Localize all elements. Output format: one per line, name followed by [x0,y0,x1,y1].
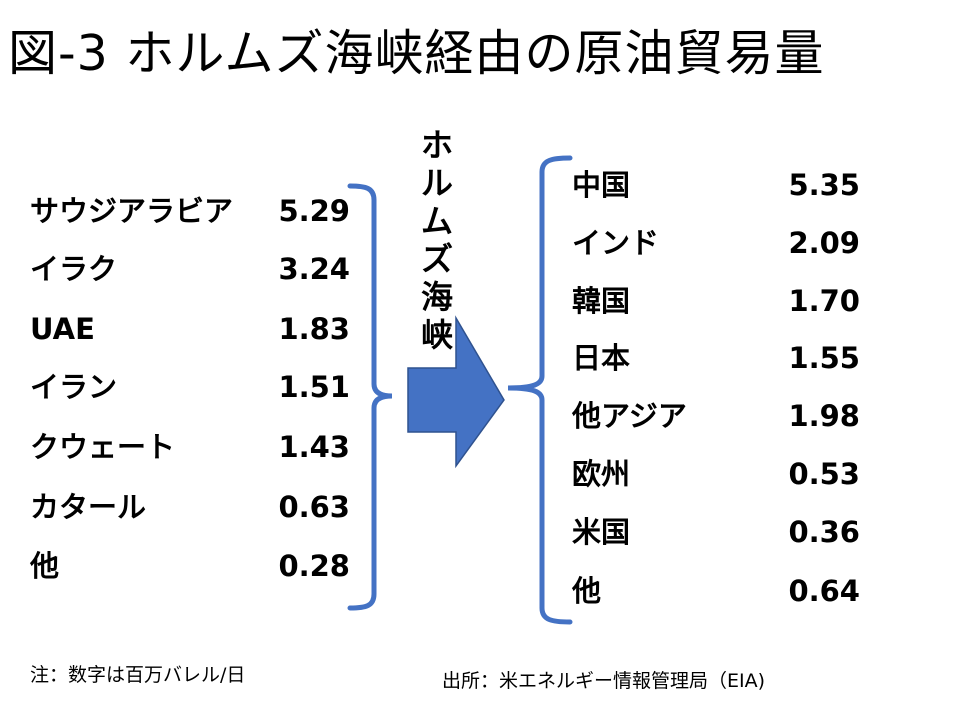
importer-value: 0.64 [788,574,860,608]
source-note: 出所：米エネルギー情報管理局（EIA) [442,670,766,692]
importer-row: 韓国 1.70 [572,281,860,321]
exporter-value: 5.29 [278,194,350,228]
strait-label-char: ム [420,202,453,240]
exporter-row: サウジアラビア 5.29 [30,191,350,231]
exporter-row: UAE 1.83 [30,309,350,349]
importer-value: 1.55 [788,341,860,375]
importer-row: 他アジア 1.98 [572,396,860,436]
exporter-row: イラン 1.51 [30,367,350,407]
exporter-label: クウェート [30,430,176,464]
strait-label-char: ホ [420,126,453,164]
unit-note: 注：数字は百万バレル/日 [30,664,246,686]
importer-label: 韓国 [572,284,631,318]
importer-label: 欧州 [572,457,631,491]
importer-row: 欧州 0.53 [572,454,860,494]
page-title: 図-3 ホルムズ海峡経由の原油貿易量 [8,25,825,82]
left-brace [347,183,393,611]
importer-label: 米国 [572,515,631,549]
importer-label: 他アジア [572,399,687,433]
importer-row: 日本 1.55 [572,338,860,378]
importer-row: 中国 5.35 [572,165,860,205]
strait-label: ホルムズ海峡 [416,126,458,354]
exporter-value: 0.63 [278,490,350,524]
importer-row: 米国 0.36 [572,512,860,552]
strait-label-char: 海 [420,278,453,316]
exporter-row: クウェート 1.43 [30,427,350,467]
importer-row: インド 2.09 [572,223,860,263]
right-brace [507,155,573,625]
importer-label: 日本 [572,341,631,375]
exporter-label: イラン [30,370,118,404]
importer-value: 0.36 [788,515,860,549]
importer-label: 中国 [572,168,631,202]
importer-value: 5.35 [788,168,860,202]
exporter-row: 他 0.28 [30,546,350,586]
importer-value: 0.53 [788,457,860,491]
importer-value: 1.98 [788,399,860,433]
exporter-label: 他 [30,549,60,583]
importer-label: インド [572,226,660,260]
exporter-label: カタール [30,490,147,524]
exporter-row: イラク 3.24 [30,249,350,289]
strait-label-char: ル [420,164,453,202]
importer-row: 他 0.64 [572,571,860,611]
strait-label-char: 峡 [420,316,453,354]
exporter-value: 0.28 [278,549,350,583]
strait-label-char: ズ [420,240,453,278]
importer-label: 他 [572,574,602,608]
exporter-label: サウジアラビア [30,194,234,228]
importer-value: 2.09 [788,226,860,260]
exporter-label: イラク [30,252,118,286]
exporter-value: 1.51 [278,370,350,404]
exporter-value: 1.43 [278,430,350,464]
flow-arrow [407,315,505,469]
exporter-row: カタール 0.63 [30,487,350,527]
exporter-value: 3.24 [278,252,350,286]
importer-value: 1.70 [788,284,860,318]
exporter-label: UAE [30,312,95,346]
exporter-value: 1.83 [278,312,350,346]
